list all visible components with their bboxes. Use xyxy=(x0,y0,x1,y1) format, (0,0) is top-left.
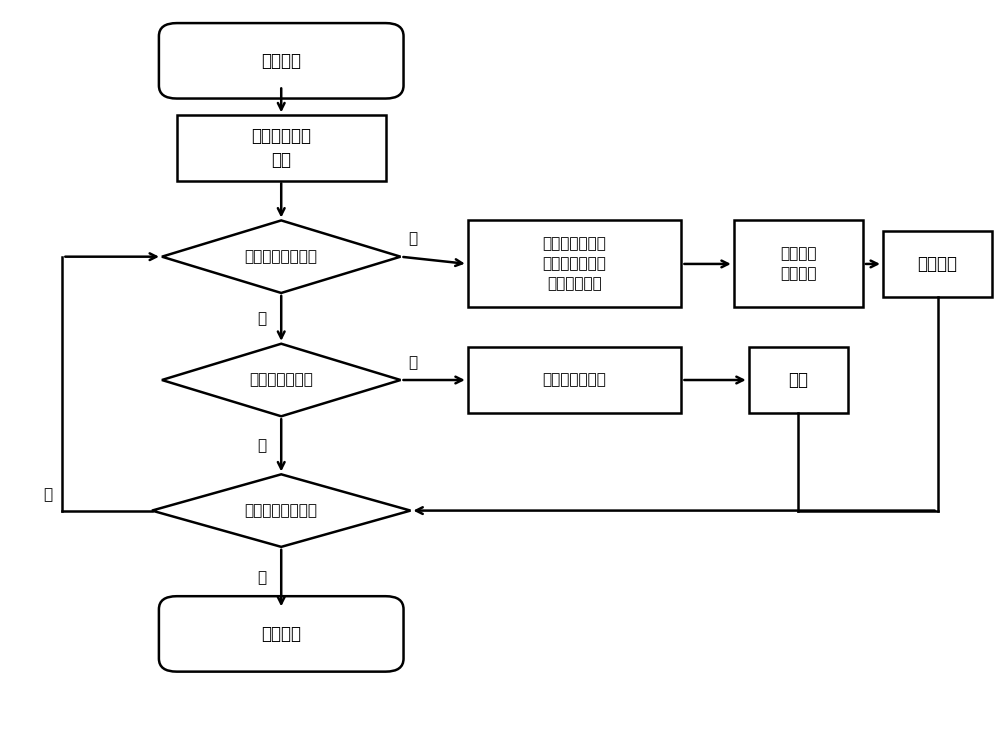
Bar xyxy=(734,221,863,308)
Text: 精密电阻检测
电流: 精密电阻检测 电流 xyxy=(251,127,311,169)
Text: 否: 否 xyxy=(257,438,266,452)
FancyBboxPatch shape xyxy=(159,23,404,99)
Text: 否: 否 xyxy=(257,311,266,326)
Text: 发生了锁定，计
数锁存，并提供
过流控制信号: 发生了锁定，计 数锁存，并提供 过流控制信号 xyxy=(543,237,607,291)
Text: 看门狗计数电路: 看门狗计数电路 xyxy=(543,373,607,387)
Text: 是: 是 xyxy=(409,232,418,246)
Text: 试验结束: 试验结束 xyxy=(261,625,301,643)
Bar xyxy=(749,347,848,413)
Text: 复位: 复位 xyxy=(788,371,808,389)
Text: 电流是否超过阈值: 电流是否超过阈值 xyxy=(245,249,318,264)
Bar xyxy=(468,347,681,413)
Polygon shape xyxy=(162,221,401,293)
Bar xyxy=(468,221,681,308)
Polygon shape xyxy=(152,474,411,547)
FancyBboxPatch shape xyxy=(159,596,404,672)
Bar xyxy=(177,115,386,181)
Polygon shape xyxy=(162,344,401,416)
Bar xyxy=(883,231,992,297)
Text: 是否达到试验要求: 是否达到试验要求 xyxy=(245,503,318,518)
Text: 是否发生微锁定: 是否发生微锁定 xyxy=(249,373,313,387)
Text: 否: 否 xyxy=(43,487,52,502)
Text: 是: 是 xyxy=(257,571,266,586)
Text: 锁定防护
开关电路: 锁定防护 开关电路 xyxy=(780,246,817,281)
Text: 被测对象: 被测对象 xyxy=(261,52,301,70)
Text: 是: 是 xyxy=(409,355,418,370)
Text: 重启电源: 重启电源 xyxy=(918,255,958,273)
